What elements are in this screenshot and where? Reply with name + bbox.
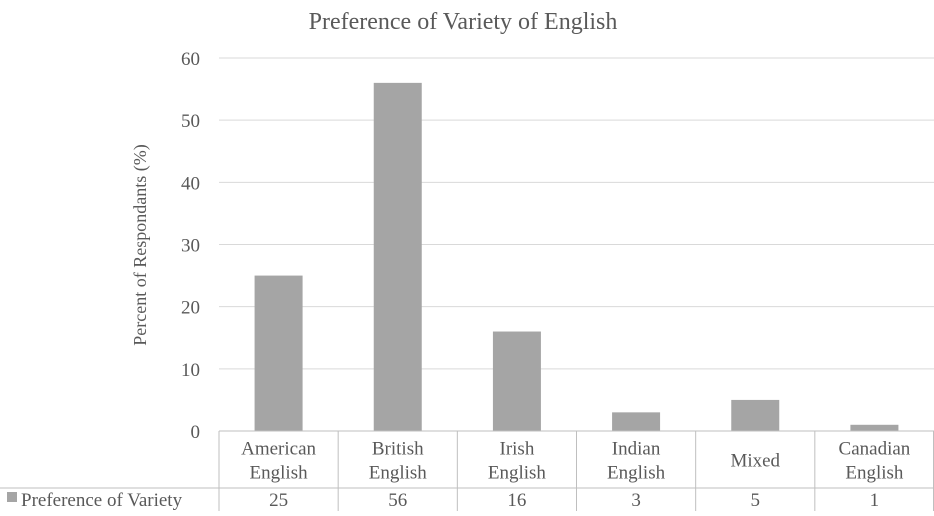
gridlines — [219, 57, 934, 432]
table-value: 16 — [507, 490, 526, 511]
y-tick-label: 20 — [181, 298, 200, 319]
y-axis-ticks: 0 10 20 30 40 50 60 — [181, 49, 200, 443]
table-value: 56 — [388, 490, 407, 511]
bar — [850, 424, 899, 431]
category-label: Irish — [500, 439, 535, 460]
category-label: Mixed — [730, 451, 780, 472]
category-label: English — [488, 463, 547, 484]
legend-key — [7, 492, 17, 502]
category-label: English — [369, 463, 428, 484]
y-tick-label: 0 — [191, 422, 201, 443]
data-table: American English British English Irish Englis… — [0, 430, 934, 511]
category-label: British — [372, 439, 424, 460]
y-tick-label: 10 — [181, 360, 200, 381]
category-label: English — [845, 463, 904, 484]
bar — [612, 412, 661, 431]
bar — [731, 399, 780, 431]
table-value: 25 — [269, 490, 288, 511]
table-value: 1 — [870, 490, 880, 511]
table-value: 5 — [751, 490, 761, 511]
bar — [373, 82, 422, 431]
y-tick-label: 60 — [181, 49, 200, 70]
chart-title: Preference of Variety of English — [309, 9, 618, 35]
bar — [492, 331, 541, 431]
y-tick-label: 50 — [181, 111, 200, 132]
table-value: 3 — [631, 490, 641, 511]
bar — [254, 275, 303, 431]
category-label: American — [241, 439, 316, 460]
bars — [254, 82, 899, 431]
category-label: Canadian — [839, 439, 911, 460]
legend-series-name: Preference of Variety — [21, 490, 183, 511]
category-label: Indian — [612, 439, 661, 460]
y-axis-title: Percent of Respondants (%) — [130, 144, 151, 345]
y-tick-label: 40 — [181, 173, 200, 194]
category-label: English — [250, 463, 309, 484]
y-tick-label: 30 — [181, 236, 200, 257]
category-label: English — [607, 463, 666, 484]
